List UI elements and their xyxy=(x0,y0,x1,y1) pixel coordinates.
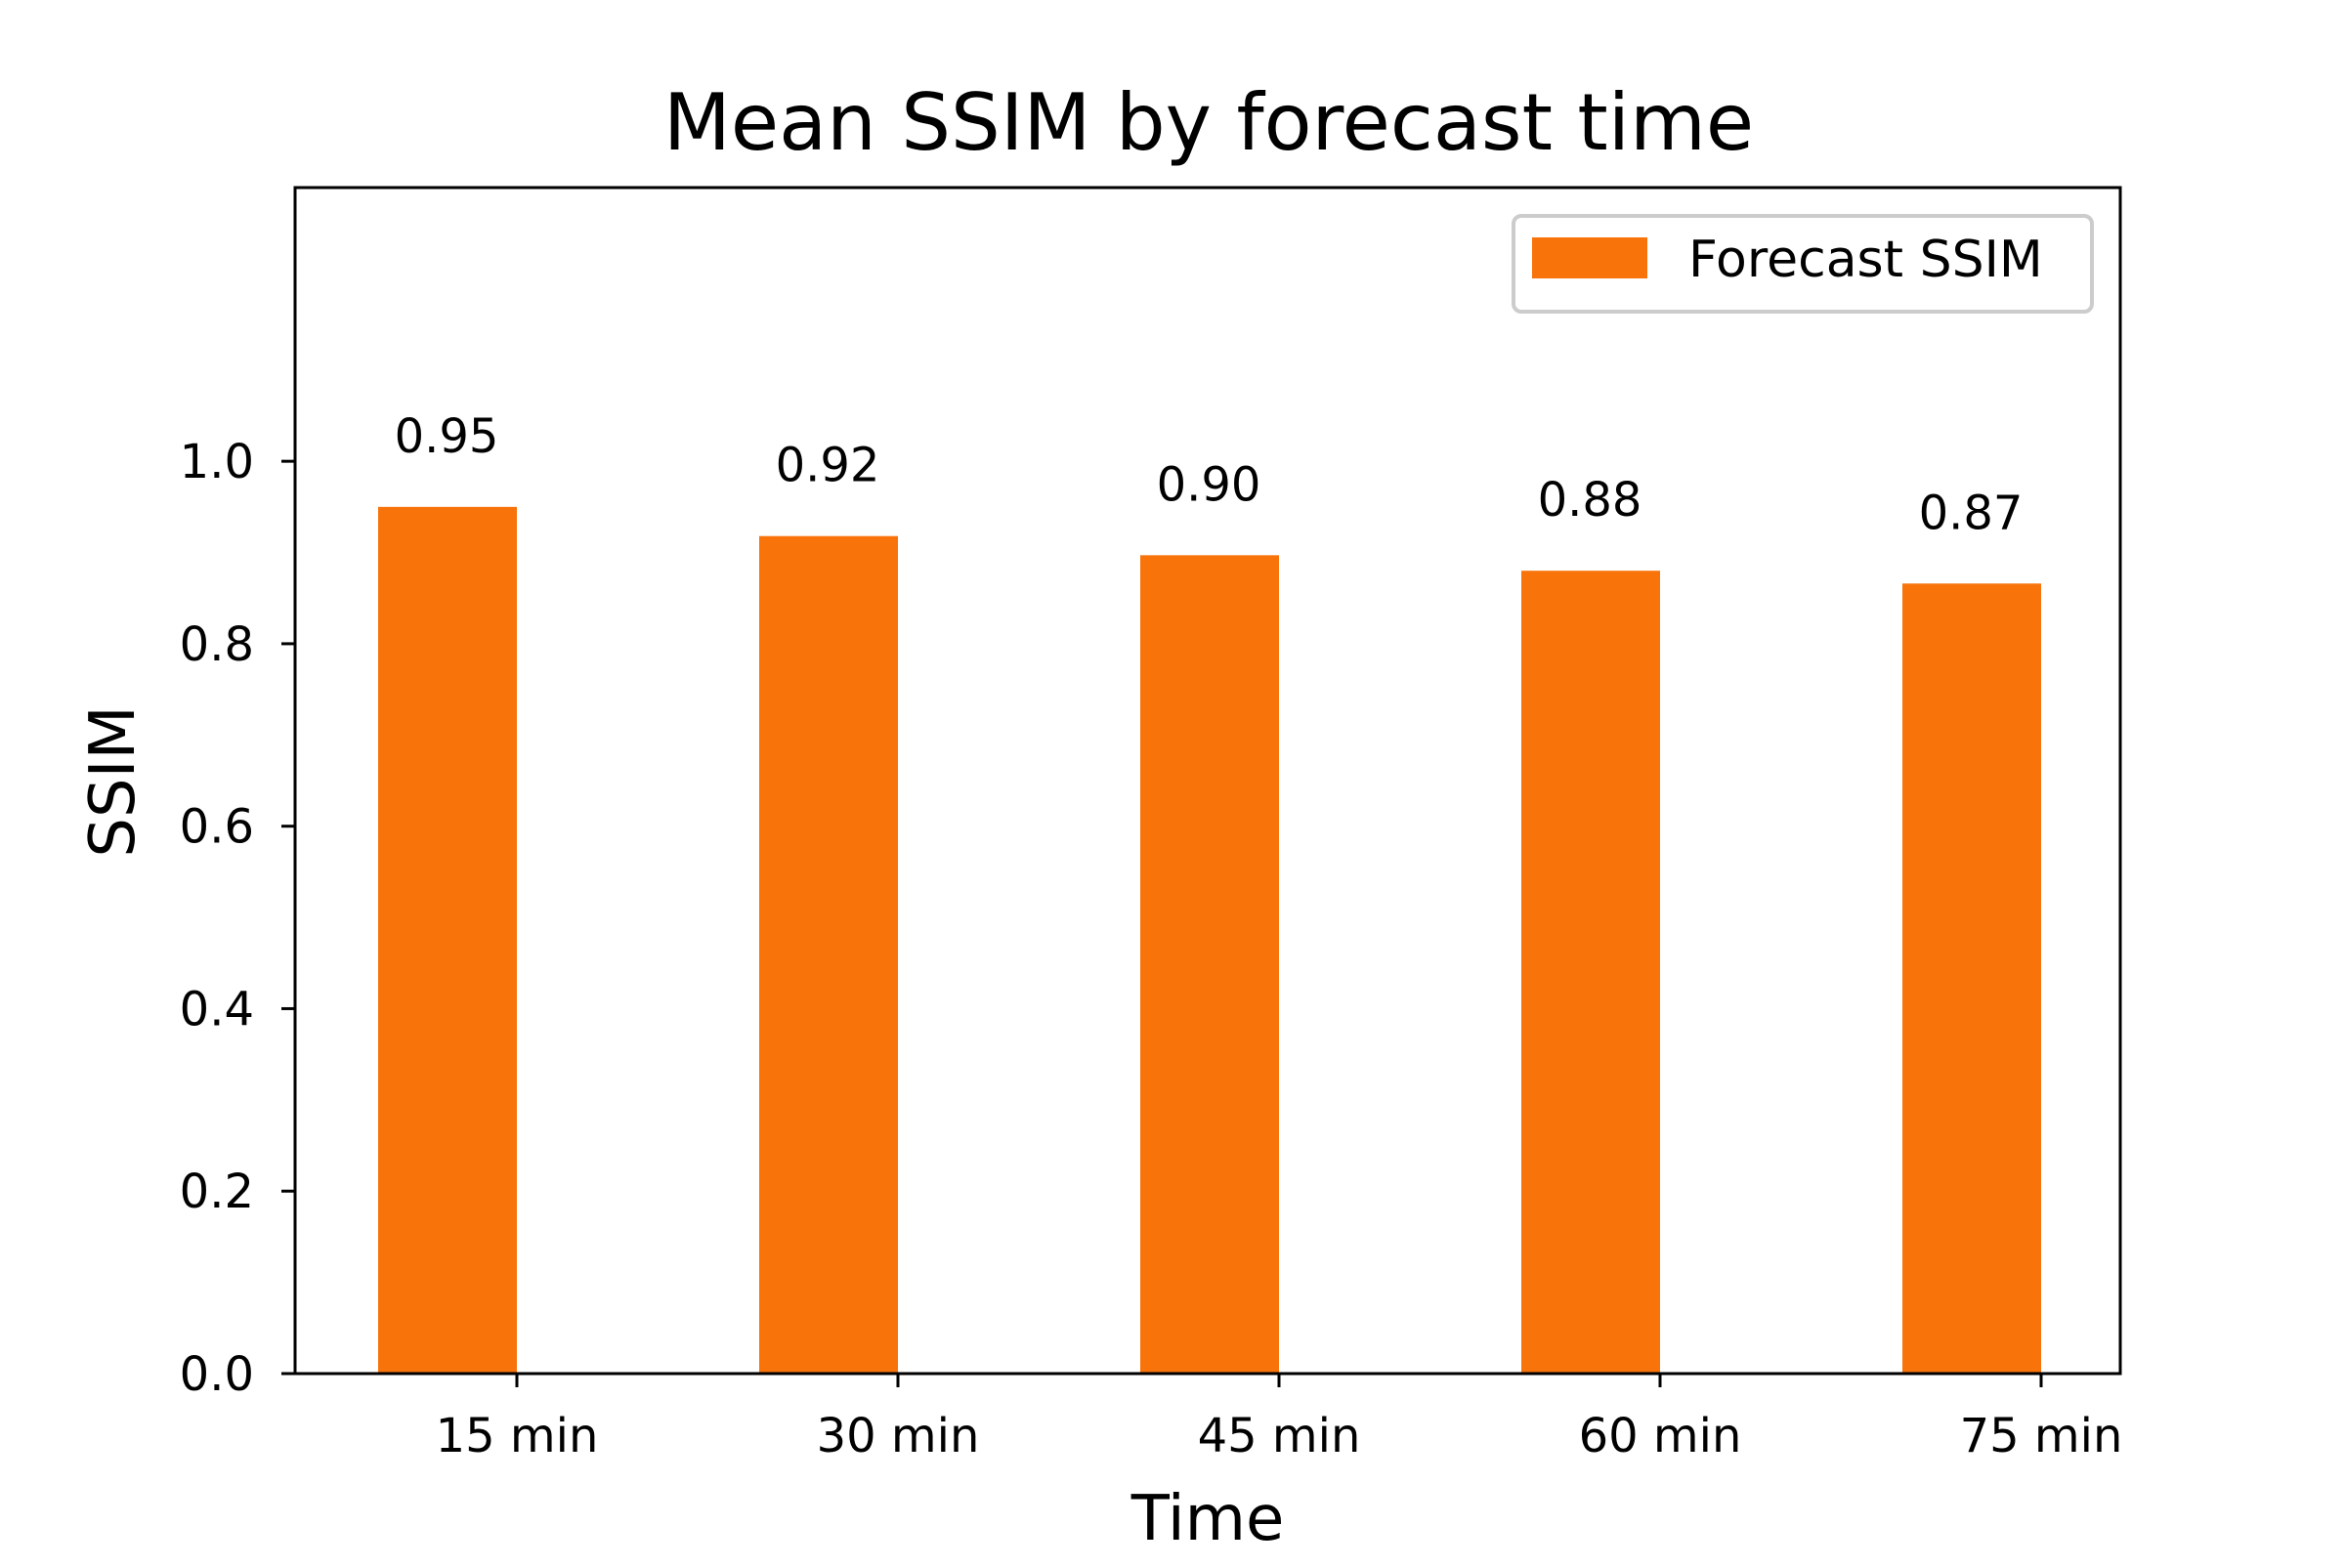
bar-30-min xyxy=(759,535,898,1374)
x-axis-label: Time xyxy=(1130,1483,1285,1555)
bars-layer xyxy=(378,506,2041,1374)
legend-frame xyxy=(1512,214,2094,314)
bar-60-min xyxy=(1521,571,1660,1374)
x-tick-label: 60 min xyxy=(1579,1409,1742,1463)
x-tick-label: 75 min xyxy=(1960,1409,2123,1463)
chart-title: Mean SSIM by forecast time xyxy=(663,77,1754,168)
y-tick-label: 0.8 xyxy=(180,617,254,672)
value-labels-layer: 0.95 0.92 0.90 0.88 0.87 xyxy=(395,409,2024,540)
y-tick-label: 0.0 xyxy=(180,1347,254,1402)
y-tick-label: 0.6 xyxy=(180,800,254,855)
bar-15-min xyxy=(378,506,517,1374)
x-tick-label: 45 min xyxy=(1198,1409,1361,1463)
bar-value-label: 0.87 xyxy=(1919,486,2024,540)
x-tick-label: 15 min xyxy=(436,1409,599,1463)
bar-value-label: 0.88 xyxy=(1538,473,1642,528)
x-axis: 15 min 30 min 45 min 60 min 75 min xyxy=(436,1374,2123,1463)
y-tick-label: 0.2 xyxy=(180,1165,254,1219)
y-tick-label: 1.0 xyxy=(180,435,254,489)
plot-frame xyxy=(293,186,2122,1376)
bar-value-label: 0.90 xyxy=(1157,457,1261,512)
legend-swatch xyxy=(1532,237,1647,278)
legend-label: Forecast SSIM xyxy=(1688,231,2043,289)
bar-value-label: 0.95 xyxy=(395,409,499,464)
y-axis-label: SSIM xyxy=(77,705,149,857)
bar-75-min xyxy=(1902,583,2041,1374)
bar-value-label: 0.92 xyxy=(776,439,880,493)
x-tick-label: 30 min xyxy=(817,1409,980,1463)
legend: Forecast SSIM xyxy=(1512,214,2094,314)
bar-45-min xyxy=(1140,555,1279,1374)
y-tick-label: 0.4 xyxy=(180,982,254,1037)
y-axis: 0.0 0.2 0.4 0.6 0.8 1.0 xyxy=(180,435,295,1402)
